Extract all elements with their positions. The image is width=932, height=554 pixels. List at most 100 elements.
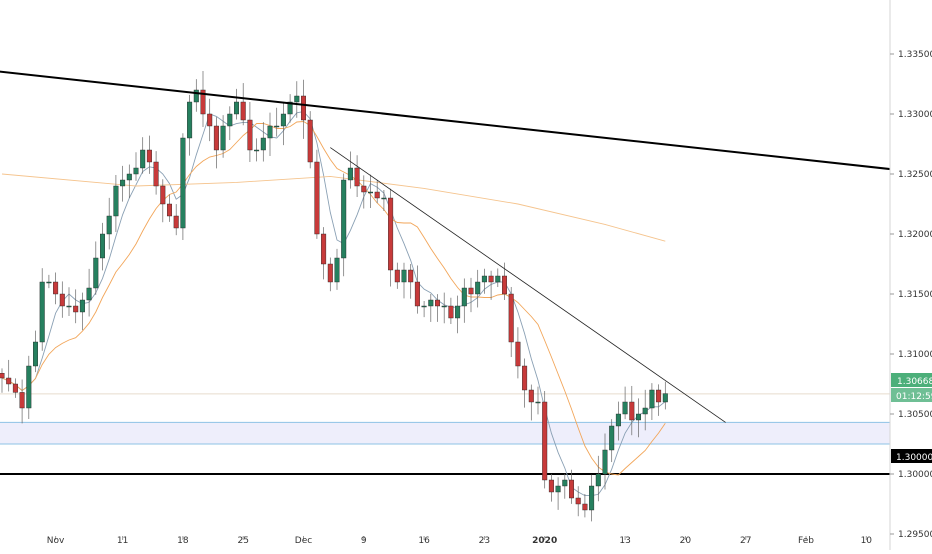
candle-body — [602, 449, 608, 475]
candle-body — [381, 197, 387, 200]
candle-body — [254, 149, 260, 152]
candle-body — [569, 479, 575, 499]
candle-body — [287, 101, 293, 115]
candle-body — [495, 275, 501, 283]
candle-body — [435, 299, 441, 307]
candle-body — [341, 179, 347, 259]
candle-body — [615, 413, 621, 427]
price-axis-label: 1.32000 — [898, 230, 932, 240]
candle-body — [408, 269, 414, 283]
candle-body — [656, 389, 662, 403]
candle-body — [46, 281, 52, 284]
candle-body — [515, 341, 521, 367]
short-term-resistance — [330, 147, 726, 423]
price-axis-layer: 1.29500 1.30000 1.30500 1.31000 1.31500 1.320… — [889, 0, 932, 550]
candle-body — [26, 365, 32, 409]
candle-body — [347, 167, 353, 181]
candle-body — [327, 263, 333, 283]
candle-body — [642, 407, 648, 415]
candle-body — [160, 185, 166, 205]
candle-body — [19, 392, 25, 409]
candle-body — [33, 341, 39, 367]
candle-body — [146, 149, 152, 163]
candle-body — [187, 101, 193, 139]
candle-body — [79, 299, 85, 313]
candle-body — [401, 269, 407, 283]
candle-body — [314, 161, 320, 235]
candle-body — [609, 425, 615, 451]
candle-body — [548, 479, 554, 493]
zone-layer — [0, 421, 890, 445]
candle-body — [636, 413, 642, 421]
time-axis-label: Dec — [295, 536, 312, 546]
candle-body — [140, 149, 146, 169]
support-price-tag — [891, 449, 932, 463]
candle-body — [629, 401, 635, 421]
current-price-tag — [891, 373, 932, 387]
candle-body — [180, 137, 186, 229]
candle-body — [133, 167, 139, 175]
candle-body — [414, 281, 420, 307]
candle-body — [448, 305, 454, 319]
time-axis-label: 18 — [177, 536, 189, 546]
candle-body — [361, 185, 367, 193]
time-axis-label: Nov — [47, 536, 65, 546]
candle-body — [39, 281, 45, 343]
long-term-resistance — [0, 70, 914, 173]
candle-body — [394, 269, 400, 283]
candle-body — [555, 485, 561, 493]
candle-body — [535, 401, 541, 404]
candle-body — [488, 275, 494, 283]
candle-body — [73, 305, 79, 313]
candle-body — [227, 113, 233, 127]
candle-body — [93, 257, 99, 289]
time-axis-label: 11 — [117, 536, 128, 546]
price-axis-label: 1.31000 — [898, 350, 932, 360]
time-axis-label: 2020 — [532, 536, 557, 546]
candle-body — [86, 287, 92, 301]
candle-body — [374, 191, 380, 199]
candle-body — [6, 377, 12, 385]
candle-body — [368, 191, 374, 194]
candle-body — [113, 185, 119, 217]
support-price-tag-label: 1.30000 — [896, 453, 932, 463]
candle-body — [301, 95, 307, 121]
candle-body — [120, 179, 126, 187]
candle-body — [247, 119, 253, 151]
current-price-tag-label: 1.30668 — [897, 377, 932, 387]
candle-body — [441, 305, 447, 308]
fast-moving-average-line — [1, 111, 666, 497]
candle-body — [294, 95, 300, 103]
candle-body — [240, 101, 246, 121]
candle-body — [99, 233, 105, 259]
candle-body — [193, 89, 199, 103]
time-axis-label: 9 — [361, 536, 367, 546]
candle-body — [220, 125, 226, 151]
candle-body — [307, 119, 313, 163]
candle-body — [106, 215, 112, 235]
levels-layer — [0, 393, 890, 475]
price-axis-label: 1.30500 — [898, 410, 932, 420]
price-axis-label: 1.31500 — [898, 290, 932, 300]
candle-body — [354, 167, 360, 187]
candle-body — [562, 479, 568, 487]
candle-body — [502, 275, 508, 295]
candle-body — [213, 125, 219, 151]
candle-timer-label: 01:12:59 — [896, 392, 932, 402]
candle-body — [274, 125, 280, 128]
price-axis-label: 1.32500 — [898, 170, 932, 180]
time-axis-label: 10 — [861, 536, 873, 546]
candles-layer — [0, 71, 668, 522]
time-axis-label: 16 — [418, 536, 430, 546]
candle-body — [260, 137, 266, 151]
time-axis-label: 23 — [479, 536, 490, 546]
candle-body — [233, 101, 239, 115]
candle-body — [267, 125, 273, 139]
candle-body — [421, 305, 427, 308]
candle-body — [0, 373, 5, 379]
candle-body — [66, 305, 72, 308]
price-axis-label: 1.29500 — [898, 530, 932, 540]
candle-body — [334, 257, 340, 283]
